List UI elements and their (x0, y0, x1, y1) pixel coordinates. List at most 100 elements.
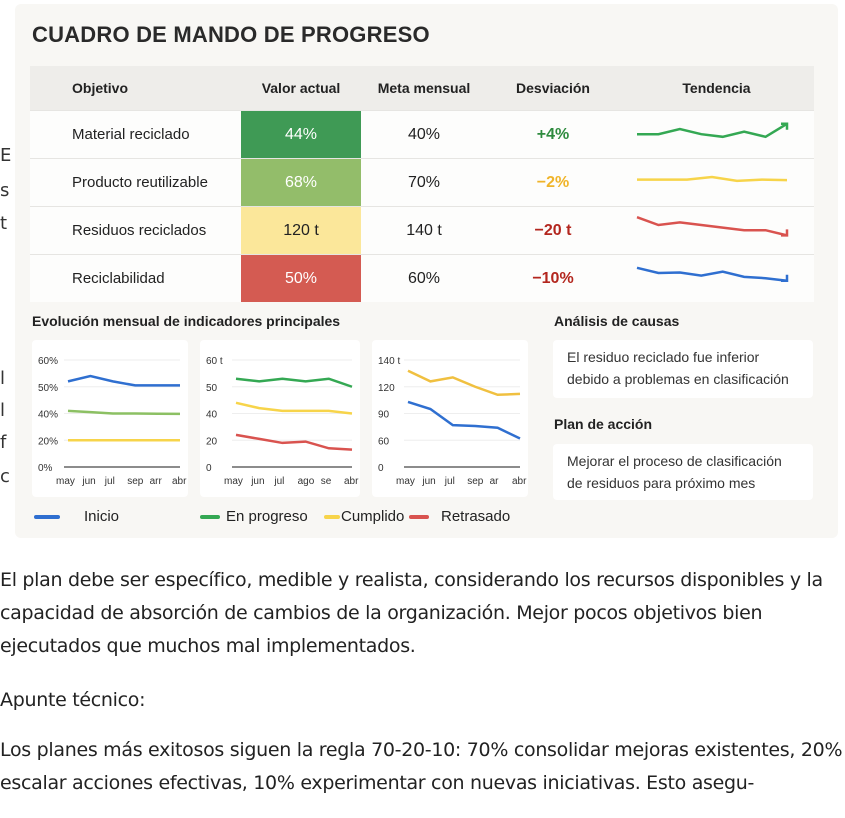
y-tick-label: 140 t (378, 356, 400, 367)
y-tick-label: 60 t (206, 356, 223, 367)
x-tick-label: jun (250, 476, 264, 487)
series-line (407, 369, 521, 397)
text-fragment: f (0, 432, 7, 453)
series-line (407, 400, 521, 440)
legend-swatch (34, 514, 60, 519)
progress-table: Objetivo Valor actual Meta mensual Desvi… (30, 66, 814, 302)
y-tick-label: 120 (378, 383, 395, 394)
section-heading: Apunte técnico: (0, 689, 146, 711)
x-tick-label: sep (127, 476, 144, 487)
x-tick-label: abr (172, 476, 187, 487)
col-objetivo: Objetivo (30, 66, 241, 111)
x-tick-label: abr (512, 476, 527, 487)
text-fragment: l (0, 368, 6, 389)
chart-panel (372, 340, 528, 497)
text-fragment: c (0, 466, 10, 487)
trend-line (636, 122, 788, 139)
table-row: Reciclabilidad 50% 60% −10% (30, 254, 814, 302)
deviation: −20 t (487, 206, 619, 255)
x-tick-label: jun (421, 476, 435, 487)
legend-label: En progreso (226, 508, 308, 525)
text-fragment: s (0, 180, 10, 201)
arrow-down-icon (780, 274, 788, 283)
legend-label: Retrasado (441, 508, 511, 525)
x-tick-label: jun (81, 476, 95, 487)
objective-name: Residuos reciclados (30, 206, 241, 255)
trend-line (636, 175, 787, 183)
trend-line (636, 216, 787, 237)
objective-name: Reciclabilidad (30, 254, 241, 302)
x-tick-label: jul (273, 476, 284, 487)
text-fragment: l (0, 400, 6, 421)
x-tick-label: ago (298, 476, 315, 487)
current-value: 44% (241, 110, 361, 159)
objective-name: Producto reutilizable (30, 158, 241, 207)
x-tick-label: jul (104, 476, 115, 487)
x-tick-label: abr (344, 476, 359, 487)
legend-swatch (324, 514, 340, 519)
y-tick-label: 50% (38, 383, 58, 394)
y-tick-label: 50 (206, 383, 218, 394)
trend-sparkline (636, 266, 788, 283)
col-meta-mensual: Meta mensual (361, 66, 487, 111)
table-row: Producto reutilizable 68% 70% −2% (30, 158, 814, 207)
legend-swatch (409, 514, 429, 519)
trend-cell (619, 158, 814, 207)
trend-cell (619, 110, 814, 159)
deviation: −10% (487, 254, 619, 302)
current-value: 68% (241, 158, 361, 207)
monthly-goal: 40% (361, 110, 487, 159)
body-paragraph: Los planes más exitosos siguen la regla … (0, 739, 843, 794)
y-tick-label: 90 (378, 410, 390, 421)
trend-sparkline (636, 122, 788, 139)
monthly-goal: 70% (361, 158, 487, 207)
evolution-title: Evolución mensual de indicadores princip… (32, 313, 341, 329)
causes-title: Análisis de causas (554, 313, 680, 329)
x-tick-label: ar (490, 476, 500, 487)
current-value: 120 t (241, 206, 361, 255)
x-tick-label: arr (150, 476, 163, 487)
text-fragment: t (0, 213, 8, 234)
y-tick-label: 0 (378, 463, 384, 474)
series-line (67, 374, 180, 387)
monthly-goal: 140 t (361, 206, 487, 255)
series-line (67, 409, 181, 416)
x-tick-label: may (56, 476, 75, 487)
deviation: +4% (487, 110, 619, 159)
trend-cell (619, 206, 814, 255)
y-tick-label: 40 (206, 410, 218, 421)
legend-cumplido: Cumplido (324, 508, 404, 525)
table-row: Material reciclado 44% 40% +4% (30, 110, 814, 159)
table-header: Objetivo Valor actual Meta mensual Desvi… (30, 66, 814, 111)
col-desviacion: Desviación (487, 66, 619, 111)
plan-text: Mejorar el proceso de clasificación de r… (553, 444, 813, 500)
col-valor-actual: Valor actual (241, 66, 361, 111)
trend-line (636, 266, 787, 283)
arrow-up-icon (780, 122, 788, 130)
legend-label: Inicio (84, 508, 120, 525)
x-tick-label: may (396, 476, 415, 487)
legend-inicio: Inicio (34, 508, 119, 525)
series-line (235, 433, 353, 451)
legend-swatch (200, 514, 220, 519)
col-tendencia: Tendencia (619, 66, 814, 111)
causes-text: El residuo reciclado fue inferior debido… (553, 340, 813, 398)
x-tick-label: sep (467, 476, 484, 487)
current-value: 50% (241, 254, 361, 302)
y-tick-label: 60 (378, 436, 390, 447)
objective-name: Material reciclado (30, 110, 241, 159)
dashboard-title: CUADRO DE MANDO DE PROGRESO (32, 22, 430, 47)
arrow-down-icon (780, 229, 788, 237)
deviation: −2% (487, 158, 619, 207)
table-row: Residuos reciclados 120 t 140 t −20 t (30, 206, 814, 255)
trend-sparkline (636, 175, 787, 183)
body-paragraph: El plan debe ser específico, medible y r… (0, 569, 823, 657)
y-tick-label: 0 (206, 463, 212, 474)
legend-label: Cumplido (341, 508, 405, 525)
series-line (235, 377, 353, 388)
y-tick-label: 0% (38, 463, 53, 474)
legend-retrasado: Retrasado (409, 508, 510, 525)
y-tick-label: 60% (38, 356, 58, 367)
evolution-charts: 0%20%40%50%60%may jun jul sep arr abr02040506… (32, 340, 528, 497)
trend-sparkline (636, 216, 788, 237)
